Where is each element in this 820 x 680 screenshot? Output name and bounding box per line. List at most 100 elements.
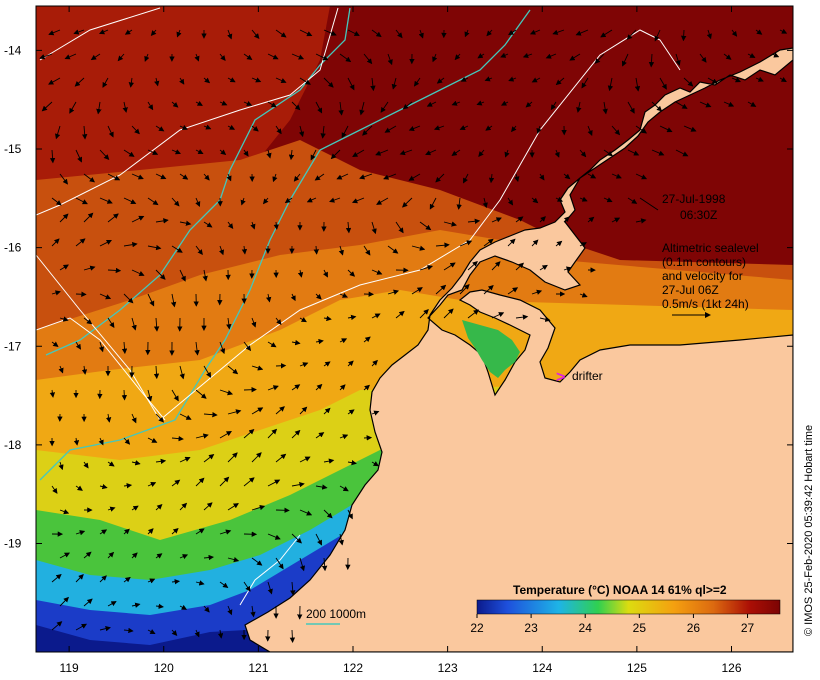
velocity-arrow (484, 76, 493, 82)
velocity-arrow (155, 553, 163, 559)
velocity-arrow (467, 260, 478, 271)
velocity-arrow (315, 484, 328, 490)
velocity-arrow (464, 29, 470, 38)
velocity-arrow (411, 245, 426, 251)
velocity-arrow (96, 101, 102, 115)
velocity-arrow (107, 317, 115, 329)
depth-contour-1000m-c (36, 29, 681, 421)
drifter-symbol: > (556, 369, 565, 386)
velocity-arrow (227, 409, 242, 415)
velocity-arrow (383, 173, 397, 180)
velocity-arrow (272, 173, 278, 183)
velocity-arrow (107, 601, 117, 607)
velocity-arrow (147, 244, 162, 251)
velocity-arrow (338, 245, 344, 256)
velocity-arrow (306, 197, 317, 203)
velocity-arrow (123, 482, 133, 489)
velocity-arrow (243, 386, 257, 393)
velocity-arrow (375, 149, 389, 156)
velocity-arrow (363, 336, 371, 343)
velocity-arrow (147, 293, 155, 307)
velocity-arrow (75, 623, 88, 631)
velocity-arrow (147, 482, 157, 487)
velocity-arrow (147, 389, 153, 402)
velocity-arrow (121, 389, 128, 401)
velocity-arrow (99, 293, 112, 300)
velocity-arrow (351, 197, 365, 204)
velocity-arrow (454, 53, 461, 61)
velocity-arrow (545, 53, 557, 59)
velocity-arrow (402, 101, 413, 110)
velocity-arrow (339, 434, 349, 440)
velocity-arrow (627, 101, 635, 114)
velocity-arrows (39, 28, 788, 643)
velocity-arrow (522, 52, 533, 58)
velocity-arrow (267, 53, 279, 60)
velocity-arrow (262, 197, 269, 205)
velocity-arrow (611, 217, 621, 223)
velocity-arrow (227, 29, 233, 40)
velocity-arrow (131, 552, 138, 559)
velocity-arrow (315, 432, 325, 439)
velocity-arrow (275, 125, 282, 135)
velocity-arrow (155, 173, 167, 180)
x-axis: 119 120 121 122 123 124 125 126 (60, 6, 742, 675)
velocity-arrow (315, 383, 323, 391)
y-tick-label: -18 (4, 438, 22, 452)
velocity-arrow (443, 262, 456, 271)
velocity-arrow (275, 29, 287, 38)
legend-line-3: and velocity for (662, 269, 743, 283)
velocity-arrow (771, 52, 780, 58)
x-tick-label: 123 (438, 661, 458, 675)
velocity-arrow (195, 528, 205, 535)
velocity-arrow (131, 269, 145, 276)
velocity-arrow (251, 407, 264, 415)
velocity-arrow (626, 29, 637, 40)
x-tick-label: 126 (721, 661, 741, 675)
velocity-arrow (275, 557, 284, 570)
velocity-arrow (123, 293, 134, 304)
velocity-arrow (299, 509, 313, 516)
velocity-arrow (370, 77, 376, 92)
velocity-arrow (58, 461, 64, 471)
velocity-arrow (251, 317, 257, 328)
velocity-arrow (218, 245, 225, 256)
velocity-arrow (314, 173, 325, 181)
velocity-arrow (267, 101, 277, 108)
velocity-arrow (275, 317, 282, 325)
velocity-arrow (251, 452, 262, 463)
velocity-arrow (227, 503, 239, 511)
velocity-arrow (539, 216, 546, 223)
velocity-arrow (123, 528, 130, 535)
velocity-arrow (227, 605, 233, 616)
velocity-arrow (51, 485, 58, 494)
credit-text: © IMOS 25-Feb-2020 05:39:42 Hobart time (803, 425, 815, 636)
velocity-arrow (74, 77, 85, 87)
velocity-arrow (723, 53, 732, 60)
velocity-arrow (459, 284, 470, 295)
velocity-arrow (611, 173, 622, 179)
x-tick-label: 119 (60, 661, 79, 675)
velocity-arrow (635, 218, 647, 224)
velocity-arrow (299, 362, 309, 368)
velocity-arrow (99, 626, 111, 632)
velocity-arrow (171, 149, 181, 155)
velocity-arrow (155, 504, 163, 511)
legend-line-1: Altimetric sealevel (662, 241, 759, 255)
velocity-arrow (554, 149, 560, 158)
time-label: 06:30Z (680, 208, 717, 222)
velocity-arrow (155, 218, 169, 224)
velocity-arrow (275, 453, 287, 463)
velocity-arrow (476, 100, 485, 106)
velocity-arrow (203, 124, 212, 130)
velocity-arrow (107, 213, 119, 223)
velocity-arrow (123, 197, 137, 204)
velocity-arrow (241, 245, 248, 255)
velocity-arrow (755, 29, 763, 35)
velocity-arrow (243, 100, 253, 106)
colorbar-tick-label: 22 (470, 621, 484, 635)
velocity-arrow (227, 221, 234, 230)
velocity-arrow (467, 309, 480, 319)
velocity-arrow (107, 551, 115, 559)
velocity-arrow (581, 77, 589, 89)
